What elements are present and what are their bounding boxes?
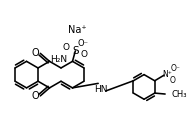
Text: Na⁺: Na⁺ [68,25,86,35]
Text: S: S [72,46,79,56]
Text: O: O [62,43,69,52]
Text: O: O [80,50,87,59]
Text: O: O [32,91,39,101]
Text: HN: HN [94,85,108,94]
Text: O⁻: O⁻ [77,39,88,48]
Text: CH₃: CH₃ [172,90,187,99]
Text: O: O [170,76,176,85]
Text: N⁺: N⁺ [162,70,172,79]
Text: O⁻: O⁻ [171,64,180,73]
Text: O: O [32,48,39,58]
Text: H₂N: H₂N [51,55,68,64]
